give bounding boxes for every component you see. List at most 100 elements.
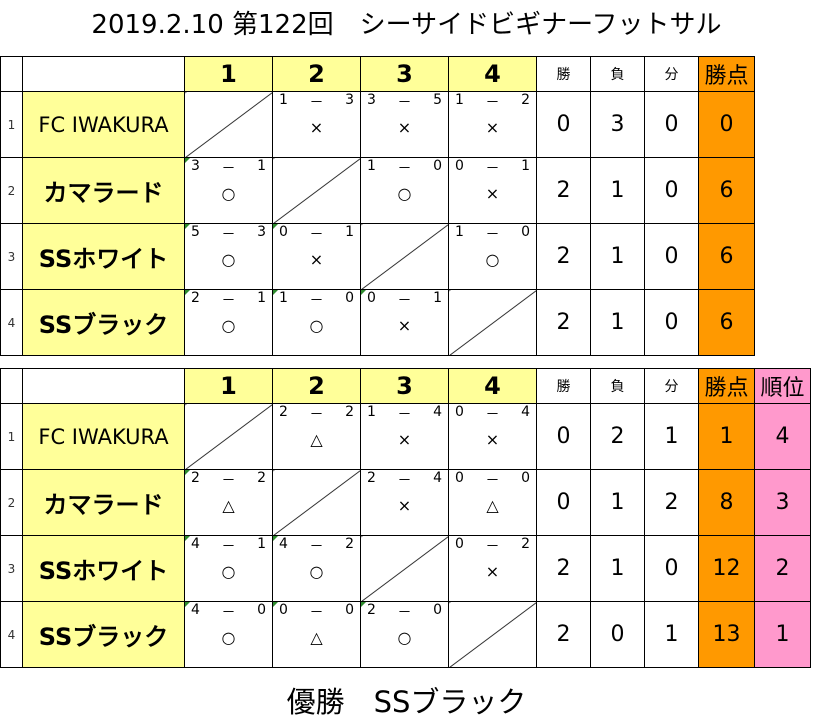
match-score: 3 － 1 (185, 158, 272, 178)
score-home: 1 (367, 404, 376, 420)
self-match-cell (272, 469, 361, 536)
team-name: FC IWAKURA (22, 403, 185, 470)
team-name: カマラード (22, 157, 185, 224)
points-value: 6 (698, 157, 755, 224)
score-away: 0 (521, 470, 530, 486)
score-home: 1 (455, 92, 464, 108)
team-name: SSホワイト (22, 535, 185, 602)
match-result-cell: 1 － 0 ○ (272, 289, 361, 356)
match-result: 0 － 0 △ (449, 470, 536, 535)
rank-value: 1 (754, 601, 811, 668)
team-name: SSホワイト (22, 223, 185, 290)
points-header: 勝点 (698, 368, 755, 404)
score-home: 4 (191, 602, 200, 618)
match-result: 0 － 4 × (449, 404, 536, 469)
result-mark: ○ (221, 184, 236, 203)
score-home: 0 (455, 404, 464, 420)
row-number: 2 (0, 157, 23, 224)
match-result: 3 － 1 ○ (185, 158, 272, 223)
score-home: 2 (279, 404, 288, 420)
result-mark: × (397, 118, 412, 137)
score-dash: － (485, 161, 500, 177)
draws-value: 0 (644, 91, 699, 158)
match-result: 2 － 2 △ (185, 470, 272, 535)
match-result: 2 － 0 ○ (361, 602, 448, 667)
note-marker (185, 470, 190, 475)
score-away: 4 (433, 404, 442, 420)
score-home: 5 (191, 224, 200, 240)
match-result-cell: 2 － 0 ○ (360, 601, 449, 668)
col-header-2: 2 (272, 368, 361, 404)
score-away: 2 (345, 536, 354, 552)
col-header-3: 3 (360, 368, 449, 404)
match-result-cell: 2 － 1 ○ (184, 289, 273, 356)
score-away: 1 (257, 536, 266, 552)
score-dash: － (397, 407, 412, 423)
score-dash: － (397, 95, 412, 111)
score-home: 0 (455, 536, 464, 552)
losses-value: 1 (590, 469, 645, 536)
draws-value: 1 (644, 403, 699, 470)
result-mark: △ (222, 496, 235, 515)
result-mark: ○ (221, 316, 236, 335)
score-home: 2 (191, 290, 200, 306)
match-result-cell: 1 － 4 × (360, 403, 449, 470)
result-mark: ○ (221, 250, 236, 269)
loss-header: 負 (590, 56, 645, 92)
score-away: 2 (345, 404, 354, 420)
match-result-cell: 4 － 0 ○ (184, 601, 273, 668)
score-dash: － (309, 605, 324, 621)
score-dash: － (397, 605, 412, 621)
result-mark: △ (310, 430, 323, 449)
score-home: 3 (191, 158, 200, 174)
col-header-1: 1 (184, 368, 273, 404)
row-number: 3 (0, 535, 23, 602)
result-mark: ○ (221, 562, 236, 581)
result-mark: ○ (397, 184, 412, 203)
losses-value: 1 (590, 157, 645, 224)
rank-value: 2 (754, 535, 811, 602)
match-score: 2 － 0 (361, 602, 448, 622)
row-number: 2 (0, 469, 23, 536)
score-dash: － (221, 227, 236, 243)
score-home: 0 (279, 224, 288, 240)
row-number: 1 (0, 91, 23, 158)
match-result-cell: 1 － 0 ○ (360, 157, 449, 224)
match-score: 4 － 2 (273, 536, 360, 556)
match-result-cell: 1 － 2 × (448, 91, 537, 158)
table-row: 2 カマラード 2 － 2 △ 2 － 4 × 0 － 0 △ 0 1 2 8 3 (0, 469, 811, 536)
score-away: 0 (257, 602, 266, 618)
match-score: 1 － 4 (361, 404, 448, 424)
win-header: 勝 (536, 56, 591, 92)
score-away: 3 (257, 224, 266, 240)
score-away: 1 (257, 290, 266, 306)
col-header-4: 4 (448, 56, 537, 92)
score-dash: － (397, 473, 412, 489)
result-mark: × (309, 250, 324, 269)
score-dash: － (309, 227, 324, 243)
results-table-round-1: 1 2 3 4 勝 負 分 勝点 1 FC IWAKURA 1 － 3 × 3 － 5 × 1 － 2 ×… (0, 56, 755, 356)
table-row: 3 SSホワイト 5 － 3 ○ 0 － 1 × 1 － 0 ○ 2 1 0 6 (0, 223, 755, 290)
self-match-cell (448, 289, 537, 356)
note-marker (273, 290, 278, 295)
note-marker (185, 602, 190, 607)
draws-value: 0 (644, 223, 699, 290)
row-number: 1 (0, 403, 23, 470)
result-mark: × (485, 184, 500, 203)
score-dash: － (221, 539, 236, 555)
match-result: 4 － 2 ○ (273, 536, 360, 601)
match-result-cell: 4 － 2 ○ (272, 535, 361, 602)
result-mark: × (397, 316, 412, 335)
match-score: 0 － 4 (449, 404, 536, 424)
note-marker (273, 536, 278, 541)
score-away: 2 (521, 92, 530, 108)
score-dash: － (221, 605, 236, 621)
table-row: 1 FC IWAKURA 1 － 3 × 3 － 5 × 1 － 2 × 0 3 0 0 (0, 91, 755, 158)
champion-banner: 優勝 SSブラック (286, 685, 527, 719)
match-score: 2 － 4 (361, 470, 448, 490)
result-mark: ○ (309, 562, 324, 581)
match-result: 1 － 0 ○ (449, 224, 536, 289)
points-value: 6 (698, 223, 755, 290)
match-score: 0 － 1 (273, 224, 360, 244)
result-mark: ○ (485, 250, 500, 269)
